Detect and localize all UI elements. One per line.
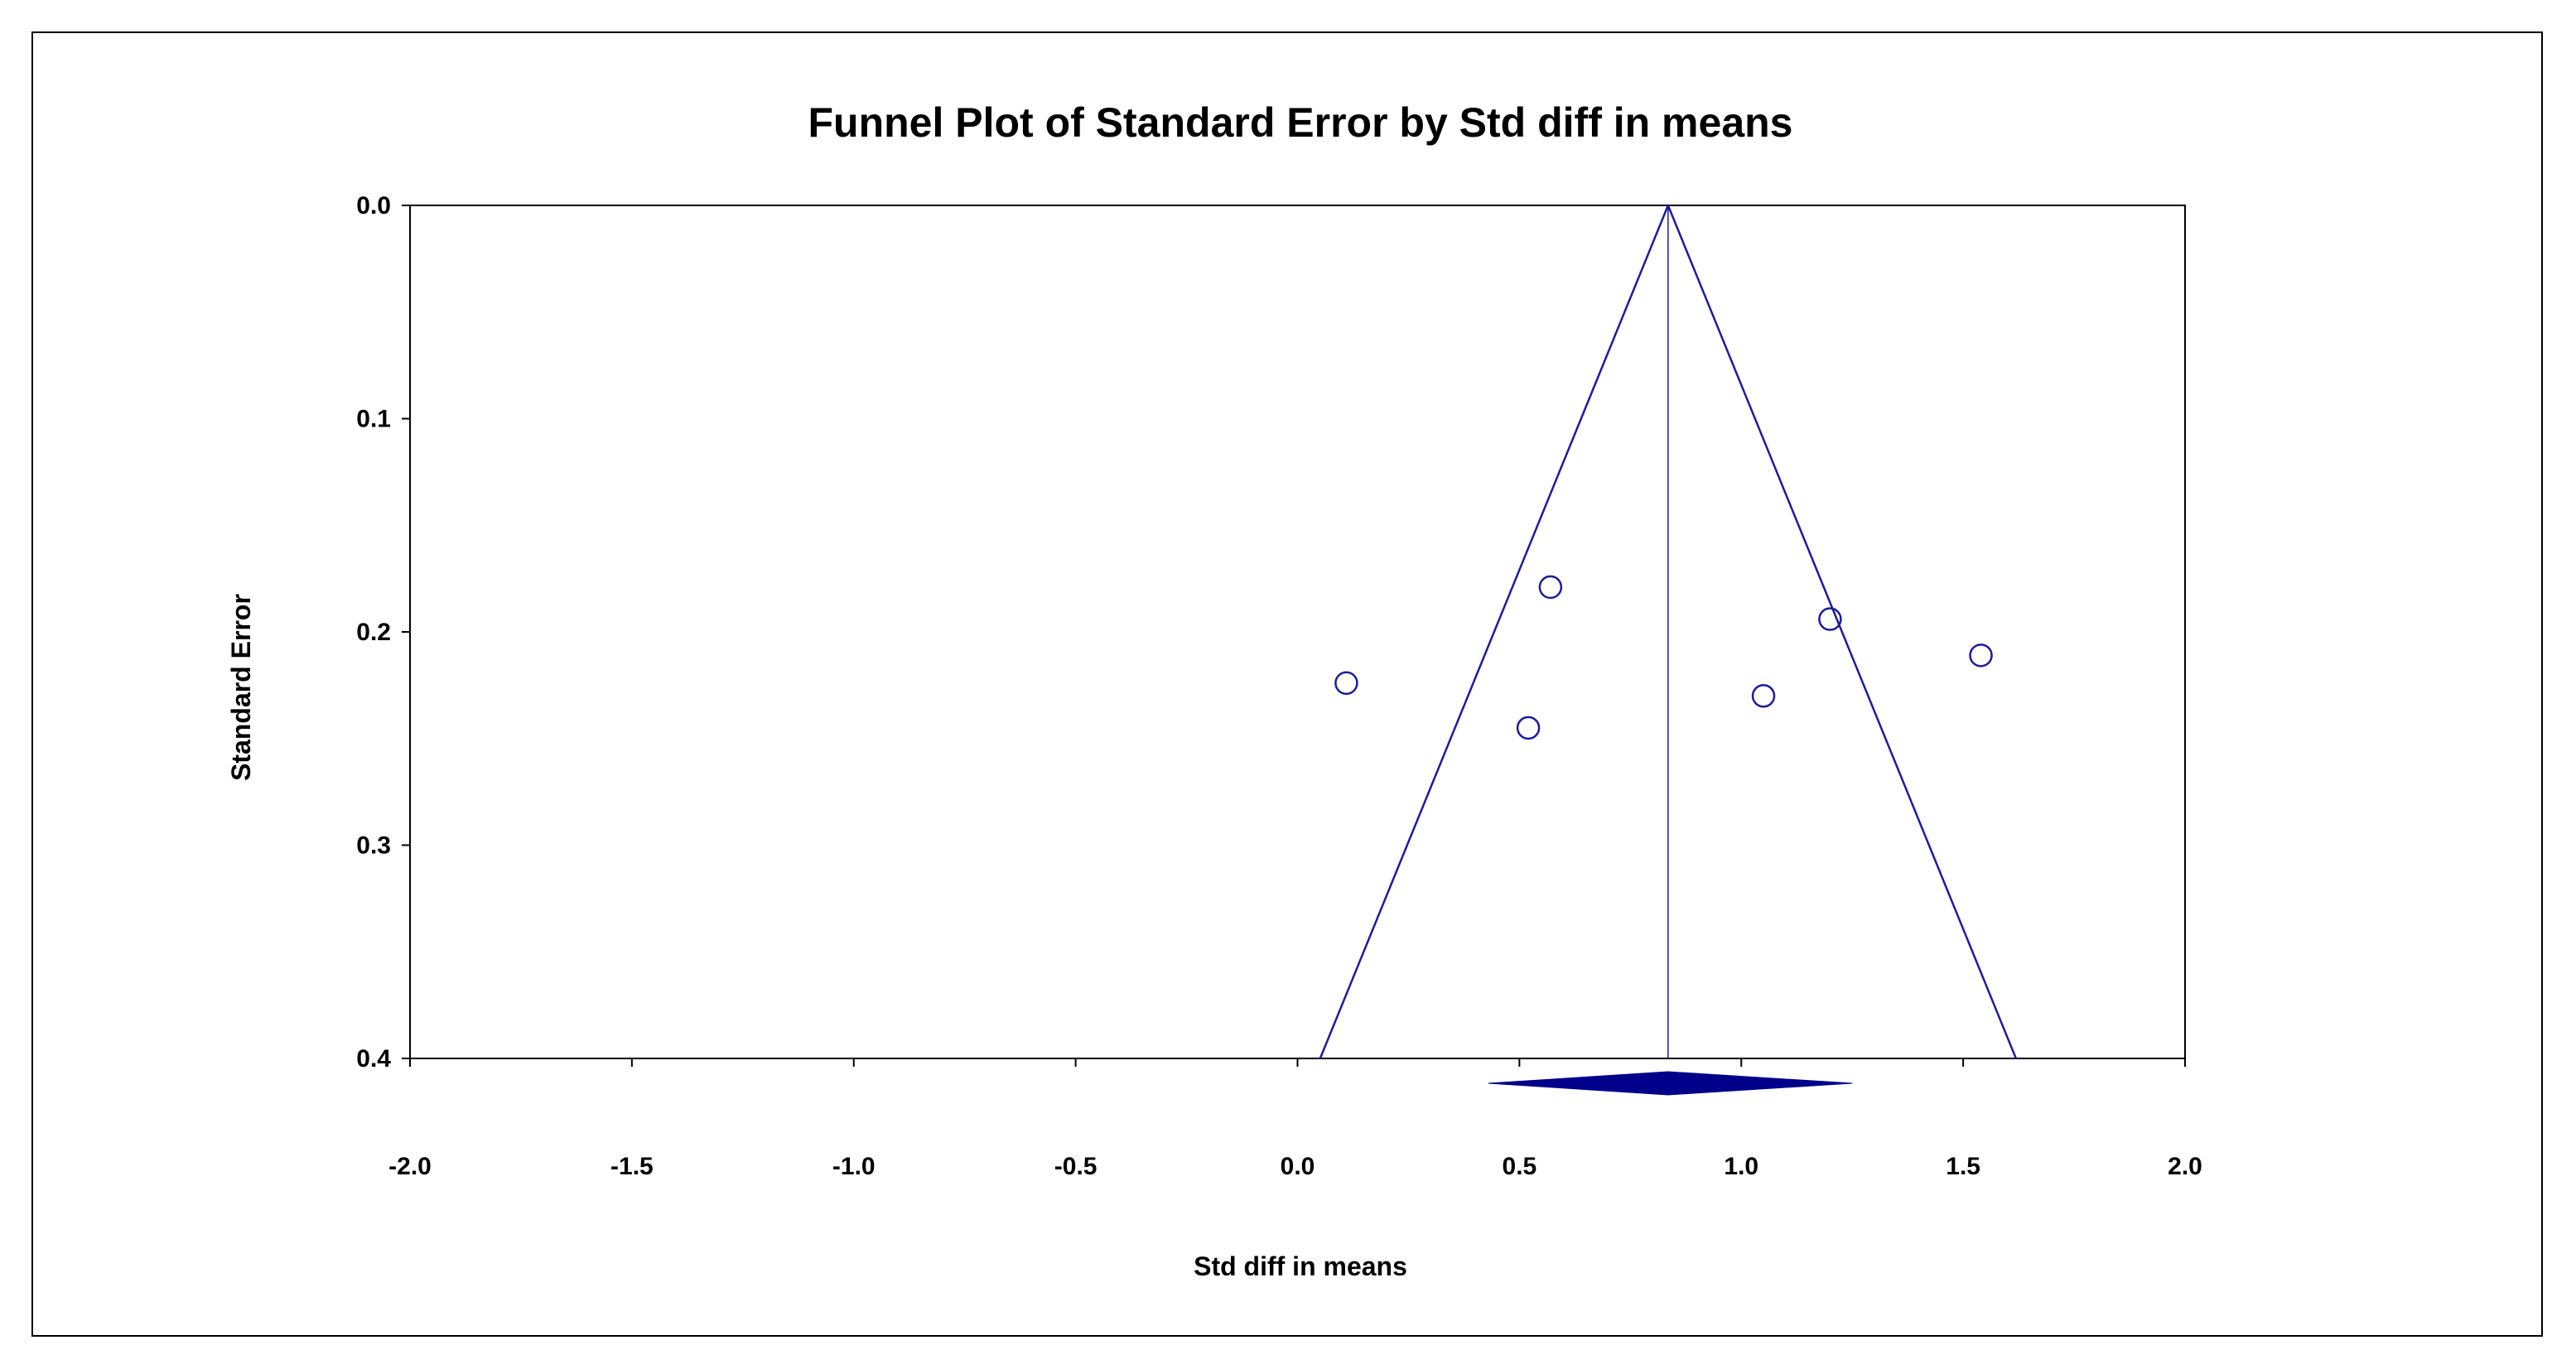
- plot-area: [409, 205, 2186, 1059]
- x-axis-title: Std diff in means: [1194, 1251, 1407, 1281]
- x-tick-label: -2.0: [388, 1153, 432, 1180]
- x-tick-label: 1.0: [1724, 1153, 1758, 1180]
- chart-title: Funnel Plot of Standard Error by Std dif…: [808, 99, 1793, 146]
- x-tick-label: 0.5: [1503, 1153, 1537, 1180]
- y-tick-label: 0.3: [356, 832, 391, 860]
- x-tick-label: -1.5: [610, 1153, 654, 1180]
- x-tick-label: -1.0: [832, 1153, 876, 1180]
- x-tick-label: 2.0: [2168, 1153, 2202, 1180]
- y-tick-label: 0.0: [356, 192, 391, 219]
- summary-diamond: [1488, 1071, 1853, 1096]
- funnel-right-limit: [1667, 205, 2018, 1059]
- study-point-6: [1516, 716, 1541, 740]
- y-axis-title: Standard Error: [226, 594, 256, 781]
- x-tick-label: 0.0: [1281, 1153, 1315, 1180]
- x-tick-label: 1.5: [1946, 1153, 1980, 1180]
- study-point-3: [1969, 644, 1993, 668]
- study-point-2: [1818, 607, 1842, 631]
- y-tick-label: 0.4: [356, 1045, 391, 1073]
- study-point-5: [1751, 684, 1776, 708]
- y-tick-label: 0.1: [356, 406, 391, 433]
- y-tick-label: 0.2: [356, 619, 391, 646]
- study-point-1: [1538, 575, 1563, 600]
- x-tick-label: -0.5: [1054, 1153, 1097, 1180]
- chart-frame: [31, 31, 2543, 1337]
- study-point-4: [1334, 671, 1358, 696]
- funnel-left-limit: [1319, 205, 1670, 1059]
